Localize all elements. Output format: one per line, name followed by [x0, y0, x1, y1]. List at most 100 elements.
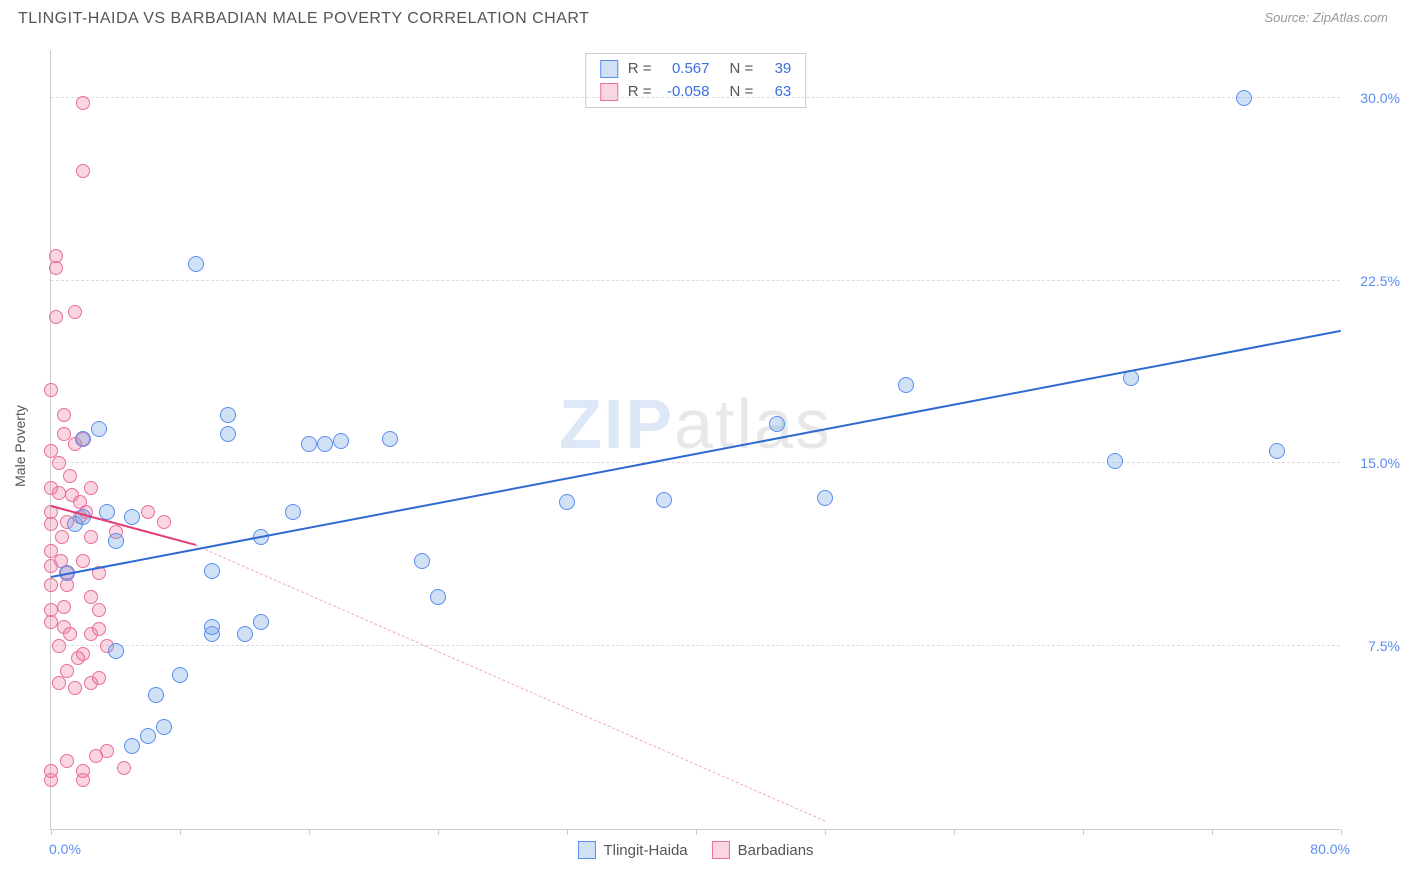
- x-tick: [180, 829, 181, 835]
- barbadian-point: [52, 639, 66, 653]
- x-tick: [1341, 829, 1342, 835]
- tlingit-point: [204, 619, 220, 635]
- tlingit-point: [156, 719, 172, 735]
- stats-legend-box: R = 0.567 N = 39 R = -0.058 N = 63: [585, 53, 807, 108]
- x-axis-max-label: 80.0%: [1310, 841, 1350, 857]
- tlingit-point: [124, 509, 140, 525]
- barbadian-point: [52, 486, 66, 500]
- barbadian-point: [44, 578, 58, 592]
- tlingit-point: [414, 553, 430, 569]
- tlingit-point: [124, 738, 140, 754]
- chart-plot-area: ZIPatlas R =0.567N =39R =-0.058N =63 Tli…: [50, 50, 1340, 830]
- tlingit-point: [204, 563, 220, 579]
- barbadian-point: [68, 681, 82, 695]
- x-axis-min-label: 0.0%: [49, 841, 81, 857]
- x-tick: [954, 829, 955, 835]
- tlingit-point: [108, 533, 124, 549]
- series-legend: Tlingit-Haida Barbadians: [577, 841, 813, 859]
- tlingit-point: [220, 426, 236, 442]
- tlingit-point: [1107, 453, 1123, 469]
- barbadian-point: [63, 627, 77, 641]
- tlingit-point: [817, 490, 833, 506]
- tlingit-swatch: [600, 60, 618, 78]
- tlingit-trend: [51, 330, 1341, 578]
- barbadian-point: [55, 530, 69, 544]
- x-tick: [567, 829, 568, 835]
- gridline: [51, 645, 1340, 646]
- r-label: R =: [628, 58, 652, 81]
- barbadian-point: [76, 164, 90, 178]
- barbadian-point: [76, 764, 90, 778]
- tlingit-point: [75, 431, 91, 447]
- tlingit-n-value: 39: [763, 58, 791, 81]
- tlingit-point: [1236, 90, 1252, 106]
- barbadian-point: [44, 764, 58, 778]
- tlingit-point: [1269, 443, 1285, 459]
- x-tick: [825, 829, 826, 835]
- barbadian-point: [44, 615, 58, 629]
- barbadian-trend-dashed: [196, 545, 825, 821]
- y-tick-label: 15.0%: [1345, 455, 1400, 471]
- tlingit-point: [333, 433, 349, 449]
- tlingit-point: [237, 626, 253, 642]
- n-label: N =: [730, 81, 754, 104]
- barbadian-point: [60, 754, 74, 768]
- barbadian-point: [44, 383, 58, 397]
- barbadian-point: [76, 647, 90, 661]
- tlingit-r-value: 0.567: [662, 58, 710, 81]
- legend-item-barbadians: Barbadians: [712, 841, 814, 859]
- tlingit-point: [91, 421, 107, 437]
- barbadian-point: [49, 249, 63, 263]
- tlingit-point: [172, 667, 188, 683]
- y-axis-label: Male Poverty: [12, 405, 28, 487]
- barbadians-legend-label: Barbadians: [738, 842, 814, 859]
- tlingit-point: [220, 407, 236, 423]
- barbadian-point: [100, 744, 114, 758]
- barbadian-point: [44, 603, 58, 617]
- barbadians-legend-swatch: [712, 841, 730, 859]
- r-label: R =: [628, 81, 652, 104]
- x-tick: [51, 829, 52, 835]
- tlingit-point: [148, 687, 164, 703]
- barbadian-point: [76, 554, 90, 568]
- header: TLINGIT-HAIDA VS BARBADIAN MALE POVERTY …: [0, 0, 1406, 40]
- gridline: [51, 97, 1340, 98]
- x-tick: [309, 829, 310, 835]
- tlingit-point: [559, 494, 575, 510]
- tlingit-point: [769, 416, 785, 432]
- barbadian-point: [49, 310, 63, 324]
- barbadian-point: [52, 676, 66, 690]
- tlingit-point: [430, 589, 446, 605]
- barbadian-point: [76, 96, 90, 110]
- barbadian-point: [68, 305, 82, 319]
- barbadian-point: [157, 515, 171, 529]
- barbadian-point: [52, 456, 66, 470]
- stats-row-barbadians: R = -0.058 N = 63: [600, 81, 792, 104]
- barbadians-r-value: -0.058: [662, 81, 710, 104]
- barbadian-point: [92, 622, 106, 636]
- n-label: N =: [730, 58, 754, 81]
- tlingit-point: [285, 504, 301, 520]
- barbadian-point: [57, 600, 71, 614]
- tlingit-point: [656, 492, 672, 508]
- barbadian-point: [141, 505, 155, 519]
- gridline: [51, 280, 1340, 281]
- barbadian-point: [84, 530, 98, 544]
- chart-title: TLINGIT-HAIDA VS BARBADIAN MALE POVERTY …: [18, 10, 589, 28]
- barbadian-point: [92, 671, 106, 685]
- x-tick: [1212, 829, 1213, 835]
- barbadians-n-value: 63: [763, 81, 791, 104]
- watermark-zip: ZIP: [559, 385, 674, 463]
- barbadians-swatch: [600, 83, 618, 101]
- tlingit-point: [108, 643, 124, 659]
- barbadian-point: [57, 408, 71, 422]
- tlingit-point: [253, 614, 269, 630]
- tlingit-legend-label: Tlingit-Haida: [603, 842, 687, 859]
- source-label: Source: ZipAtlas.com: [1264, 10, 1388, 25]
- barbadian-point: [84, 481, 98, 495]
- tlingit-legend-swatch: [577, 841, 595, 859]
- y-tick-label: 22.5%: [1345, 273, 1400, 289]
- legend-item-tlingit: Tlingit-Haida: [577, 841, 687, 859]
- tlingit-point: [317, 436, 333, 452]
- stats-row-tlingit: R = 0.567 N = 39: [600, 58, 792, 81]
